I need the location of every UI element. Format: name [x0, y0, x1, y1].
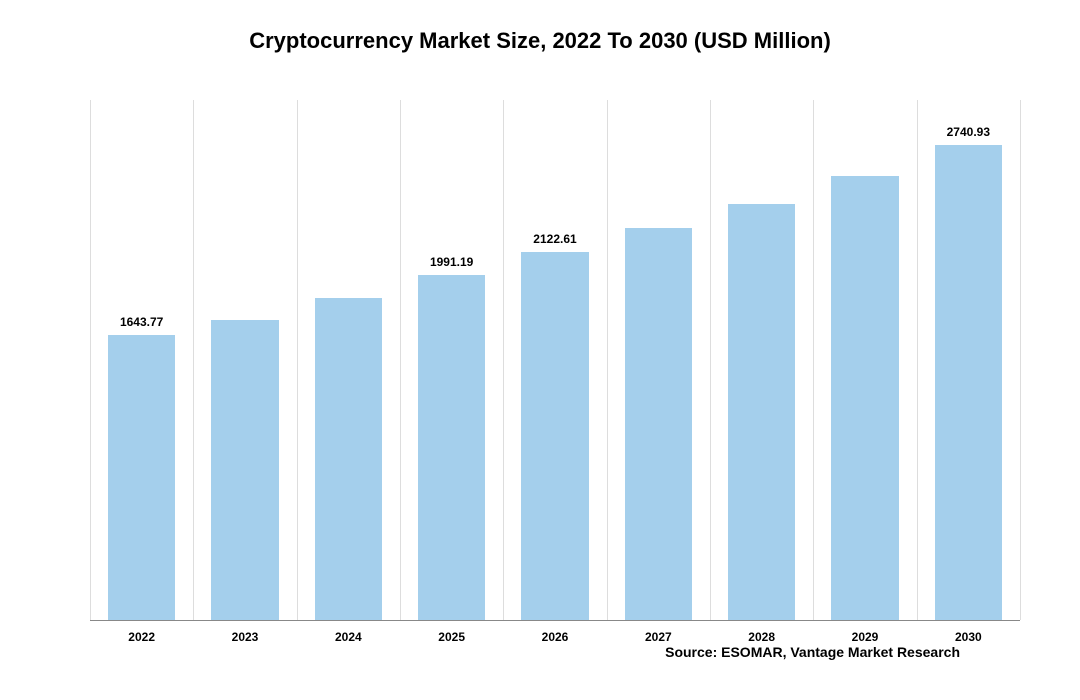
bar	[521, 252, 588, 620]
chart-container: Cryptocurrency Market Size, 2022 To 2030…	[0, 0, 1080, 700]
bar	[315, 298, 382, 620]
grid-line	[710, 100, 711, 620]
grid-line	[400, 100, 401, 620]
plot-area	[90, 100, 1020, 621]
bar	[625, 228, 692, 620]
x-axis-label: 2027	[608, 630, 708, 644]
x-axis-label: 2025	[402, 630, 502, 644]
bar-value-label: 2740.93	[918, 125, 1018, 139]
source-text: Source: ESOMAR, Vantage Market Research	[665, 644, 960, 660]
bar	[831, 176, 898, 620]
grid-line	[607, 100, 608, 620]
bar	[418, 275, 485, 620]
bar-value-label: 1643.77	[92, 315, 192, 329]
bar-value-label: 2122.61	[505, 232, 605, 246]
x-axis-label: 2023	[195, 630, 295, 644]
grid-line	[193, 100, 194, 620]
x-axis-label: 2022	[92, 630, 192, 644]
grid-line	[813, 100, 814, 620]
grid-line	[90, 100, 91, 620]
grid-line	[297, 100, 298, 620]
bar	[728, 204, 795, 620]
bar	[108, 335, 175, 620]
grid-line	[917, 100, 918, 620]
x-axis-label: 2028	[712, 630, 812, 644]
bar	[935, 145, 1002, 620]
grid-line	[503, 100, 504, 620]
x-axis-label: 2029	[815, 630, 915, 644]
chart-title: Cryptocurrency Market Size, 2022 To 2030…	[0, 28, 1080, 54]
bar-value-label: 1991.19	[402, 255, 502, 269]
bar	[211, 320, 278, 620]
x-axis-label: 2026	[505, 630, 605, 644]
x-axis-label: 2024	[298, 630, 398, 644]
x-axis-label: 2030	[918, 630, 1018, 644]
grid-line	[1020, 100, 1021, 620]
